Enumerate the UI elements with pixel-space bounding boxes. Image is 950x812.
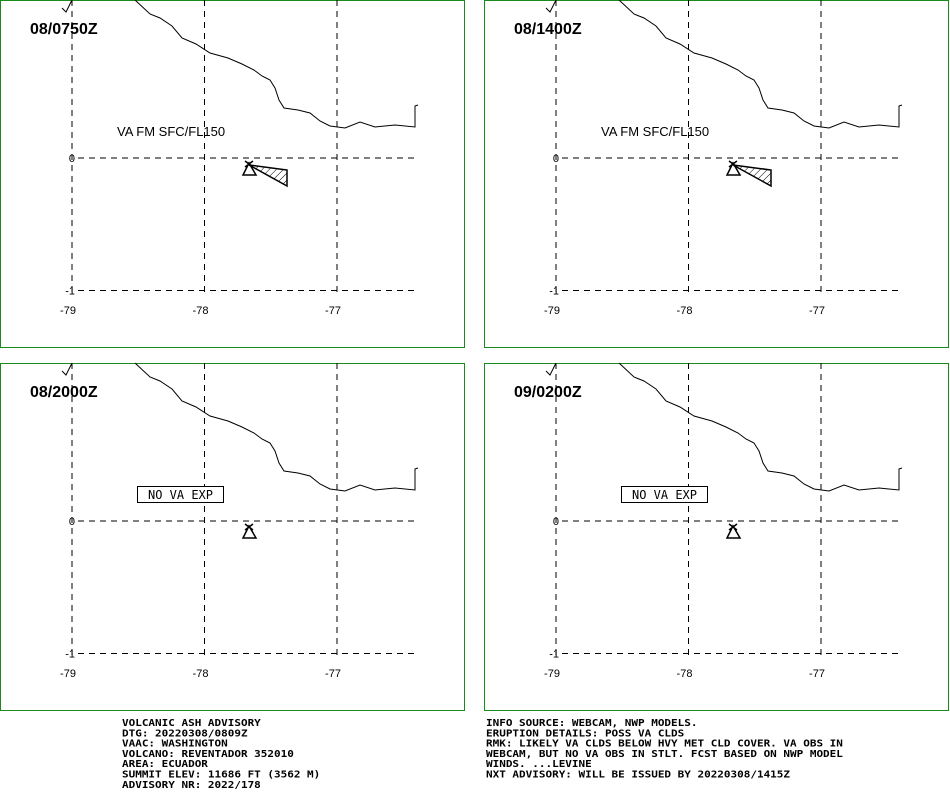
valid-time: 08/2000Z [30,384,98,401]
y-tick-label: 0 [553,516,559,528]
x-tick-label: -79 [60,668,76,680]
advisory-line: AREA: ECUADOR [122,760,209,770]
x-tick-label: -79 [60,305,76,317]
valid-time: 09/0200Z [514,384,582,401]
y-tick-label: 0 [553,153,559,165]
advisory-line: VOLCANO: REVENTADOR 352010 [122,750,294,760]
label-box [621,486,708,503]
advisory-line: DTG: 20220308/0809Z [122,729,248,739]
advisory-line: RMK: LIKELY VA CLDS BELOW HVY MET CLD CO… [486,739,843,749]
x-tick-label: -77 [325,305,341,317]
coastline [618,0,903,129]
coastline [618,362,903,492]
panel-border [484,363,949,711]
y-tick-label: -1 [65,649,75,661]
panel-border [0,0,465,348]
valid-time: 08/1400Z [514,21,582,38]
valid-time: 08/0750Z [30,21,98,38]
y-tick-label: 0 [69,516,75,528]
panel-border [0,363,465,711]
ash-label: VA FM SFC/FL150 [117,124,225,139]
advisory-line: ERUPTION DETAILS: POSS VA CLDS [486,729,684,739]
advisory-line: VOLCANIC ASH ADVISORY [122,719,262,729]
advisory-line: WINDS. ...LEVINE [486,760,592,770]
panel: -79 -78 -77 0 -1 08/1400Z VA FM SFC/FL150 [484,0,949,348]
advisory-line: NXT ADVISORY: WILL BE ISSUED BY 20220308… [486,770,790,780]
panel: -79 -78 -77 0 -1 08/2000Z NO VA EXP [0,362,465,711]
volcano-symbol [725,523,742,539]
advisory-line: ADVISORY NR: 2022/178 [122,780,261,790]
coastline [545,362,557,376]
ash-label: NO VA EXP [632,488,697,502]
x-tick-label: -78 [193,305,209,317]
ash-label: VA FM SFC/FL150 [601,124,709,139]
x-tick-label: -77 [809,305,825,317]
advisory-line: INFO SOURCE: WEBCAM, NWP MODELS. [486,719,698,729]
coastline [134,362,419,492]
coastline [134,0,419,129]
coastline [61,362,73,376]
x-tick-label: -79 [544,305,560,317]
y-tick-label: -1 [65,286,75,298]
advisory-line: WEBCAM, BUT NO VA OBS IN STLT. FCST BASE… [486,750,843,760]
panel: -79 -78 -77 0 -1 09/0200Z NO VA EXP [484,362,949,711]
panel-border [484,0,949,348]
volcano-symbol [241,523,258,539]
ash-label: NO VA EXP [148,488,213,502]
coastline [61,0,73,13]
y-tick-label: -1 [549,649,559,661]
coastline [545,0,557,13]
x-tick-label: -77 [809,668,825,680]
advisory-line: SUMMIT ELEV: 11686 FT (3562 M) [122,770,320,780]
advisory-line: VAAC: WASHINGTON [122,739,228,749]
panel: -79 -78 -77 0 -1 08/0750Z VA FM SFC/FL150 [0,0,465,348]
x-tick-label: -78 [677,305,693,317]
y-tick-label: 0 [69,153,75,165]
x-tick-label: -79 [544,668,560,680]
ash-cloud [248,164,288,188]
x-tick-label: -78 [193,668,209,680]
x-tick-label: -78 [677,668,693,680]
ash-cloud [732,164,772,188]
x-tick-label: -77 [325,668,341,680]
label-box [137,486,224,503]
y-tick-label: -1 [549,286,559,298]
